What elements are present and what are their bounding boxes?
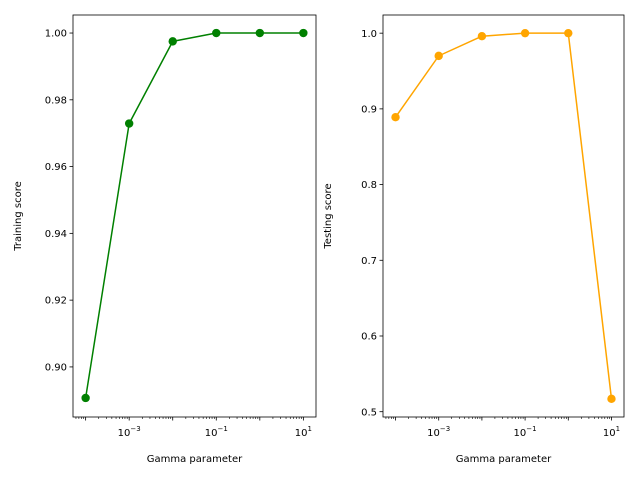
plot-frame [382, 14, 625, 418]
data-point [434, 51, 443, 61]
data-point [391, 113, 400, 122]
y-axis-label: Training score [13, 181, 24, 252]
data-point [607, 394, 616, 404]
x-tick-exponent: 1 [308, 425, 312, 433]
x-tick-exponent: −1 [526, 425, 536, 433]
y-tick-label: 0.94 [45, 229, 67, 240]
data-point [520, 28, 530, 38]
x-tick-label: 101 [603, 425, 620, 439]
plot-frame [72, 14, 317, 418]
data-point [255, 28, 265, 38]
y-axis-label: Testing score [323, 183, 334, 249]
y-tick-label: 0.7 [361, 256, 377, 267]
data-point [477, 31, 487, 41]
data-point [124, 119, 134, 128]
x-tick-exponent: −3 [130, 425, 140, 433]
y-tick-label: 1.0 [361, 29, 377, 40]
y-tick-label: 0.8 [361, 180, 377, 191]
y-tick-label: 0.96 [45, 162, 67, 173]
data-point [299, 28, 308, 38]
y-tick-label: 0.9 [361, 104, 377, 115]
x-tick-base: 10 [205, 428, 218, 439]
series-line [84, 32, 304, 399]
x-axis-label: Gamma parameter [456, 454, 552, 465]
y-tick-label: 0.6 [361, 332, 377, 343]
x-tick-base: 10 [118, 428, 131, 439]
y-tick-label: 0.92 [45, 296, 67, 307]
x-tick-base: 10 [295, 428, 308, 439]
x-tick-exponent: 1 [616, 425, 620, 433]
x-tick-label: 10−1 [205, 425, 228, 439]
y-tick-label: 0.5 [361, 407, 377, 418]
data-point [564, 28, 573, 38]
x-tick-label: 10−3 [118, 425, 141, 439]
x-tick-base: 10 [603, 428, 616, 439]
x-tick-exponent: −1 [217, 425, 227, 433]
y-tick-label: 0.98 [45, 95, 67, 106]
data-point [212, 28, 221, 38]
x-axis-label: Gamma parameter [147, 454, 243, 465]
data-point [81, 393, 90, 403]
series-line [394, 32, 613, 399]
data-point [168, 37, 177, 46]
x-tick-base: 10 [427, 428, 440, 439]
x-tick-label: 101 [295, 425, 312, 439]
y-tick-label: 0.90 [45, 363, 67, 374]
y-tick-label: 1.00 [45, 29, 67, 40]
x-tick-label: 10−1 [514, 425, 537, 439]
x-tick-label: 10−3 [427, 425, 450, 439]
x-tick-exponent: −3 [440, 425, 450, 433]
x-tick-base: 10 [514, 428, 527, 439]
subplot-1: 10−3 10−1 1010.900.920.940.960.981.00Gamma… [13, 14, 317, 465]
